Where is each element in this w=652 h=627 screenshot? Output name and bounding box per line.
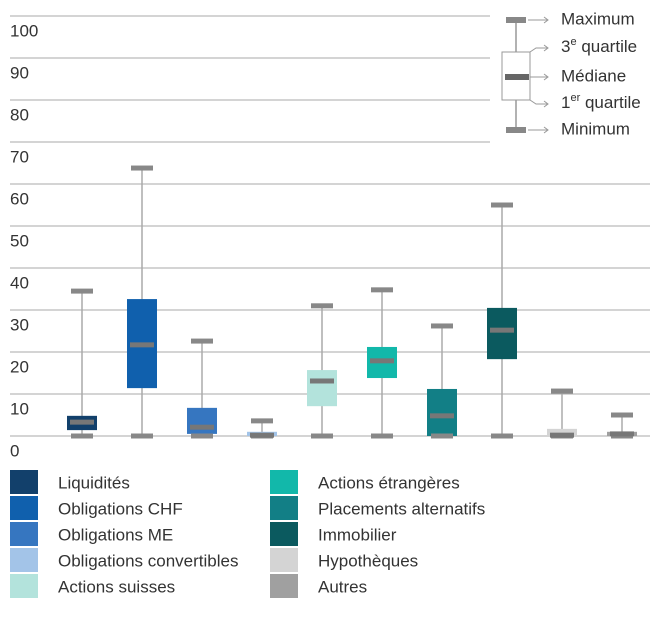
box [307, 370, 337, 407]
cap-max [131, 165, 153, 171]
median [70, 419, 94, 425]
median [550, 432, 574, 438]
key: Maximum 3e quartile Médiane 1er quartile… [501, 9, 641, 138]
legend-label: Immobilier [318, 525, 397, 544]
cap-min [131, 433, 153, 439]
legend-label: Autres [318, 577, 367, 596]
cap-min [491, 433, 513, 439]
cap-max [431, 323, 453, 329]
median [610, 431, 634, 437]
legend-label: Liquidités [58, 473, 130, 492]
median [430, 413, 454, 419]
cap-max [71, 288, 93, 294]
median [370, 358, 394, 364]
legend-swatch [10, 548, 38, 572]
cap-max [371, 287, 393, 293]
median [490, 327, 514, 333]
cap-max [491, 202, 513, 208]
legend-label: Placements alternatifs [318, 499, 485, 518]
legend-swatch [270, 548, 298, 572]
y-tick-label: 70 [10, 147, 29, 166]
key-label: 3e quartile [561, 36, 637, 57]
cap-min [371, 433, 393, 439]
y-tick-label: 0 [10, 441, 19, 460]
box [487, 307, 517, 360]
cap-max [251, 418, 273, 424]
y-tick-label: 30 [10, 315, 29, 334]
cap-min [191, 433, 213, 439]
legend-label: Obligations CHF [58, 499, 183, 518]
y-tick-label: 50 [10, 231, 29, 250]
legend-swatch [270, 470, 298, 494]
legend-label: Actions étrangères [318, 473, 460, 492]
cap-min [431, 433, 453, 439]
key-label: Maximum [561, 9, 635, 28]
median [310, 378, 334, 384]
legend-swatch [10, 574, 38, 598]
legend-label: Obligations ME [58, 525, 173, 544]
key-arrows [528, 16, 549, 134]
cap-min [311, 433, 333, 439]
y-tick-label: 80 [10, 105, 29, 124]
legend-swatch [10, 496, 38, 520]
y-tick-label: 10 [10, 399, 29, 418]
cap-max [191, 338, 213, 344]
box [427, 388, 457, 436]
box [547, 428, 577, 436]
box [187, 407, 217, 434]
y-tick-label: 20 [10, 357, 29, 376]
legend-swatch [10, 522, 38, 546]
key-label: Médiane [561, 66, 626, 85]
legend-swatch [270, 574, 298, 598]
cap-max [611, 412, 633, 418]
key-label: Minimum [561, 119, 630, 138]
legend-label: Actions suisses [58, 577, 175, 596]
median [190, 424, 214, 430]
cap-max [311, 303, 333, 309]
key-cap [506, 127, 526, 133]
y-tick-label: 100 [10, 21, 38, 40]
legend-swatch [270, 522, 298, 546]
key-cap [506, 17, 526, 23]
legend-label: Obligations convertibles [58, 551, 238, 570]
key-median [505, 74, 529, 80]
key-label: 1er quartile [561, 92, 641, 113]
legend-swatch [270, 496, 298, 520]
legend-label: Hypothèques [318, 551, 418, 570]
median [250, 432, 274, 438]
y-tick-label: 40 [10, 273, 29, 292]
legend-swatch [10, 470, 38, 494]
y-tick-label: 60 [10, 189, 29, 208]
cap-min [71, 433, 93, 439]
cap-max [551, 388, 573, 394]
median [130, 342, 154, 348]
y-tick-label: 90 [10, 63, 29, 82]
